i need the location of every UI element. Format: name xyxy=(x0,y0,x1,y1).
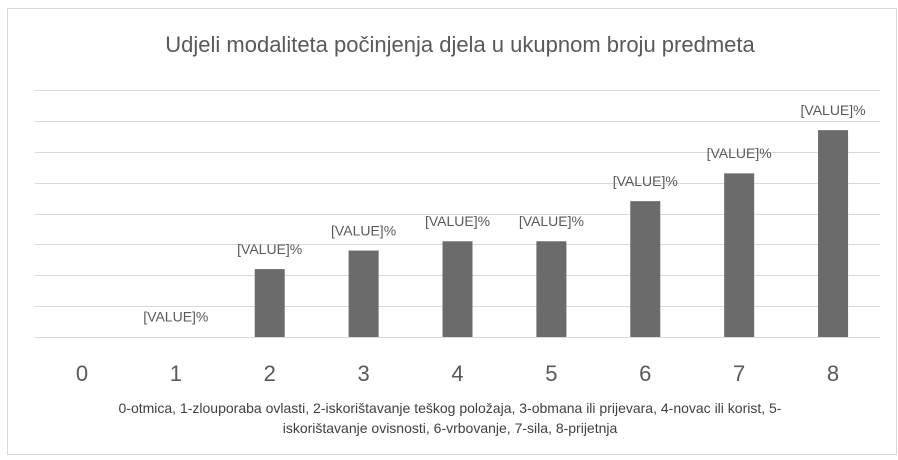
bar xyxy=(630,201,661,337)
data-label: [VALUE]% xyxy=(613,173,678,189)
caption: 0-otmica, 1-zlouporaba ovlasti, 2-iskori… xyxy=(118,400,782,436)
bar xyxy=(818,130,849,337)
data-label: [VALUE]% xyxy=(237,241,302,257)
chart-border xyxy=(7,8,897,455)
chart-title: Udjeli modaliteta počinjenja djela u uku… xyxy=(165,32,755,57)
x-tick-label: 8 xyxy=(827,361,839,386)
data-label: [VALUE]% xyxy=(519,213,584,229)
x-tick-label: 3 xyxy=(357,361,369,386)
x-tick-label: 2 xyxy=(264,361,276,386)
bar xyxy=(442,241,473,337)
bar xyxy=(724,173,755,337)
x-tick-label: 0 xyxy=(76,361,88,386)
bar xyxy=(254,269,285,337)
x-tick-label: 5 xyxy=(545,361,557,386)
bar xyxy=(348,250,379,337)
x-tick-label: 4 xyxy=(451,361,463,386)
x-tick-label: 7 xyxy=(733,361,745,386)
data-label: [VALUE]% xyxy=(143,309,208,325)
data-label: [VALUE]% xyxy=(425,213,490,229)
x-tick-label: 1 xyxy=(170,361,182,386)
data-label: [VALUE]% xyxy=(331,222,396,238)
data-label: [VALUE]% xyxy=(801,102,866,118)
bar xyxy=(536,241,567,337)
x-tick-label: 6 xyxy=(639,361,651,386)
data-label: [VALUE]% xyxy=(707,145,772,161)
